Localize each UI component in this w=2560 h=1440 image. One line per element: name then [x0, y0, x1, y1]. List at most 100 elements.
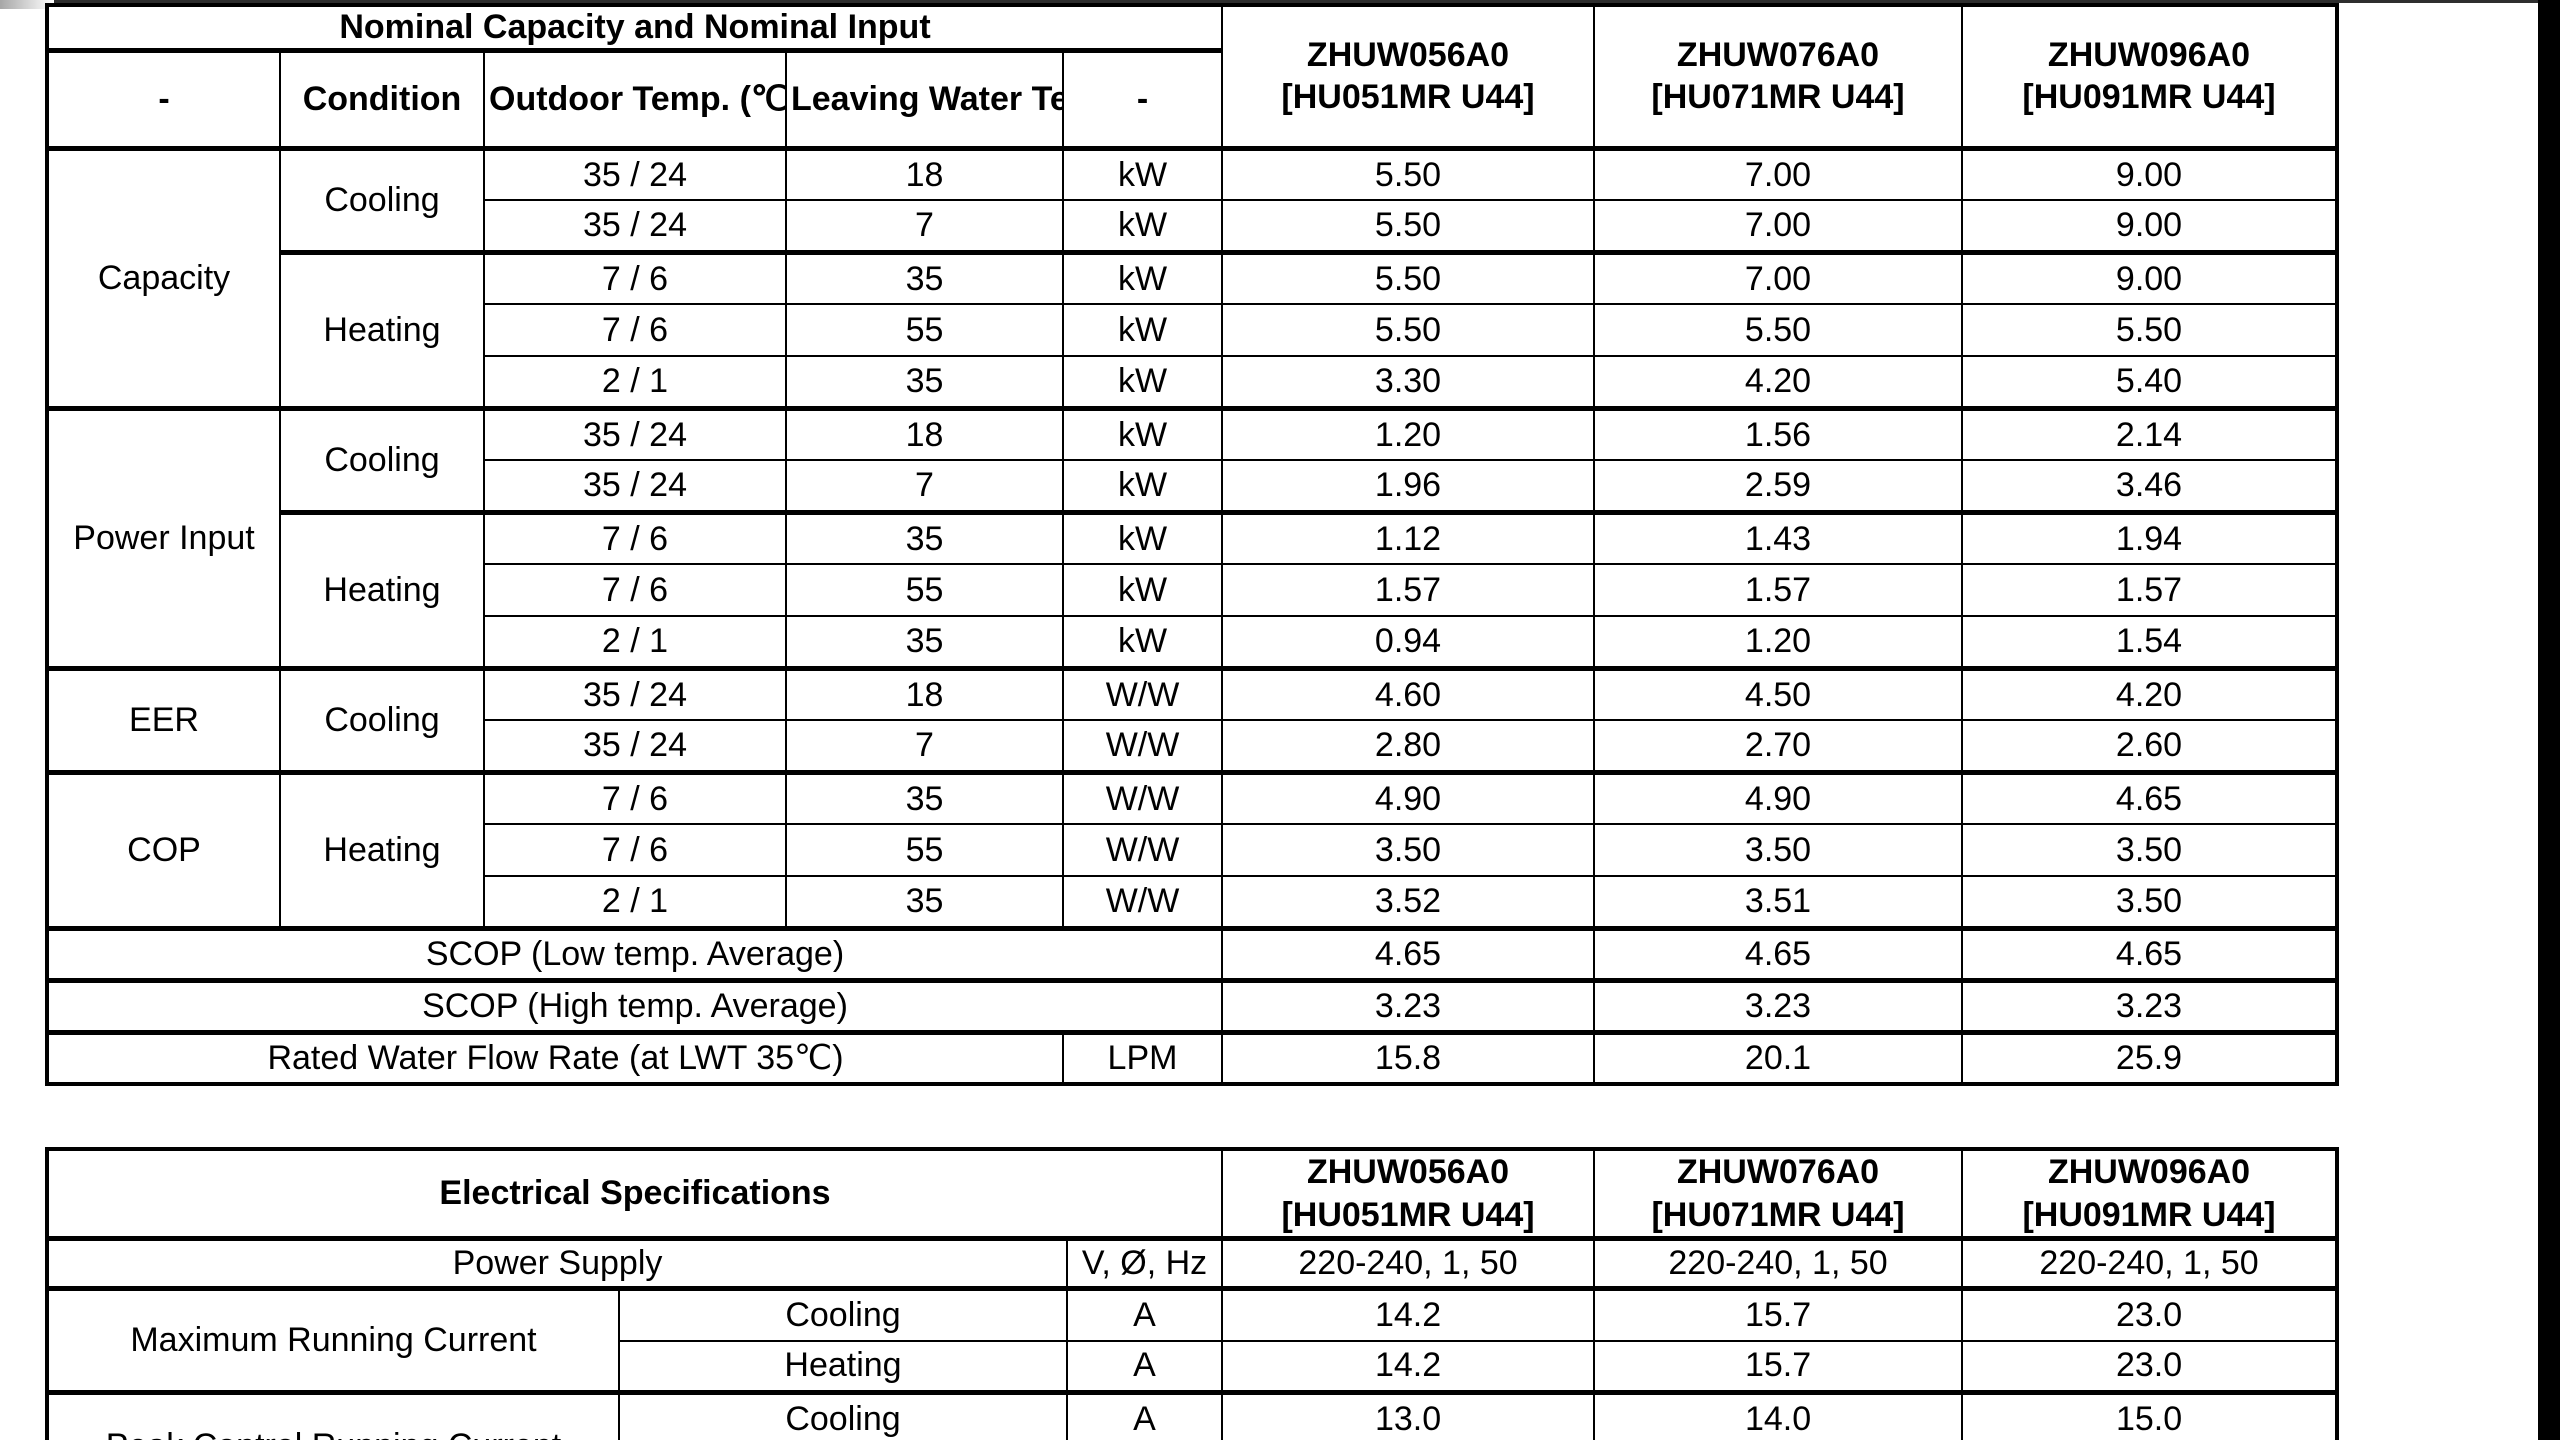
- data-cell: 23.0: [1961, 1286, 2339, 1342]
- data-cell: 4.20: [1961, 665, 2339, 722]
- outdoor-temp-cell: 35 / 24: [483, 665, 787, 722]
- data-cell: 9.00: [1961, 249, 2339, 306]
- data-cell: 14.2: [1221, 1286, 1596, 1342]
- mode-cell: Cooling: [618, 1390, 1068, 1440]
- unit-cell: A: [1065, 1339, 1224, 1394]
- data-cell: 4.65: [1961, 769, 2339, 826]
- outdoor-temp-cell: 35 / 24: [483, 145, 787, 202]
- outdoor-temp-cell: 7 / 6: [483, 249, 787, 306]
- condition-cell: Cooling: [279, 405, 485, 514]
- data-cell: 14.2: [1221, 1339, 1596, 1394]
- unit-cell: A: [1065, 1390, 1224, 1440]
- mode-cell: Cooling: [618, 1286, 1068, 1342]
- col-header-condition: Condition: [279, 47, 485, 150]
- condition-cell: Cooling: [279, 665, 485, 774]
- data-cell: 2.70: [1593, 719, 1964, 774]
- condition-cell: Heating: [279, 509, 485, 670]
- data-cell: 3.50: [1221, 823, 1596, 878]
- data-cell: 2.60: [1961, 719, 2339, 774]
- data-cell: 1.56: [1593, 405, 1964, 462]
- data-cell: 2.80: [1221, 719, 1596, 774]
- data-cell: 7.00: [1593, 145, 1964, 202]
- data-cell: 5.50: [1593, 303, 1964, 358]
- data-cell: 0.94: [1221, 615, 1596, 670]
- data-cell: 4.65: [1221, 925, 1596, 982]
- data-cell: 5.50: [1961, 303, 2339, 358]
- row-label-peak-control-running-current: Peak Control Running Current: [46, 1390, 620, 1440]
- data-cell: 2.59: [1593, 459, 1964, 514]
- section-label-capacity: Capacity: [46, 145, 281, 410]
- unit-cell: W/W: [1061, 769, 1224, 826]
- unit-cell: kW: [1061, 249, 1224, 306]
- data-cell: 4.20: [1593, 355, 1964, 410]
- outdoor-temp-cell: 35 / 24: [483, 719, 787, 774]
- unit-cell: kW: [1061, 459, 1224, 514]
- lwt-cell: 55: [785, 563, 1064, 618]
- model-header-3: ZHUW096A0 [HU091MR U44]: [1961, 1148, 2339, 1240]
- model-name: ZHUW076A0: [1676, 35, 1880, 74]
- model-name: ZHUW056A0: [1306, 35, 1510, 74]
- data-cell: 15.0: [1961, 1390, 2339, 1440]
- section-label-power-input: Power Input: [46, 405, 281, 670]
- data-cell: 13.0: [1221, 1390, 1596, 1440]
- unit-cell: W/W: [1061, 665, 1224, 722]
- lwt-cell: 7: [785, 719, 1064, 774]
- unit-cell: W/W: [1061, 875, 1224, 930]
- data-cell: 3.52: [1221, 875, 1596, 930]
- unit-cell: kW: [1061, 405, 1224, 462]
- lwt-cell: 7: [785, 459, 1064, 514]
- data-cell: 4.60: [1221, 665, 1596, 722]
- model-name: ZHUW076A0: [1676, 1153, 1880, 1191]
- data-cell: 3.50: [1961, 875, 2339, 930]
- unit-cell: W/W: [1061, 719, 1224, 774]
- footer-label-scop-low: SCOP (Low temp. Average): [45, 925, 1224, 982]
- model-name: ZHUW096A0: [2047, 1153, 2251, 1191]
- condition-cell: Heating: [279, 769, 485, 930]
- data-cell: 20.1: [1593, 1029, 1964, 1086]
- lwt-cell: 7: [785, 199, 1064, 254]
- data-cell: 1.43: [1593, 509, 1964, 566]
- data-cell: 1.94: [1961, 509, 2339, 566]
- data-cell: 15.7: [1593, 1286, 1964, 1342]
- top-left-fade: [0, 0, 54, 9]
- lwt-cell: 35: [785, 875, 1064, 930]
- lwt-cell: 35: [785, 769, 1064, 826]
- outdoor-temp-cell: 7 / 6: [483, 563, 787, 618]
- condition-cell: Heating: [279, 249, 485, 410]
- model-code: [HU051MR U44]: [1281, 1195, 1535, 1234]
- unit-cell: V, Ø, Hz: [1065, 1236, 1224, 1290]
- model-header-1: ZHUW056A0 [HU051MR U44]: [1221, 3, 1596, 150]
- model-header-2: ZHUW076A0 [HU071MR U44]: [1593, 1148, 1964, 1240]
- data-cell: 3.23: [1593, 977, 1964, 1034]
- data-cell: 1.20: [1221, 405, 1596, 462]
- lwt-cell: 35: [785, 615, 1064, 670]
- data-cell: 220-240, 1, 50: [1221, 1236, 1596, 1290]
- unit-cell: kW: [1061, 615, 1224, 670]
- data-cell: 5.50: [1221, 303, 1596, 358]
- footer-label-water-flow: Rated Water Flow Rate (at LWT 35℃): [46, 1029, 1064, 1086]
- lwt-cell: 18: [785, 145, 1064, 202]
- unit-cell: W/W: [1061, 823, 1224, 878]
- lwt-cell: 35: [785, 355, 1064, 410]
- data-cell: 220-240, 1, 50: [1593, 1236, 1964, 1290]
- data-cell: 7.00: [1593, 249, 1964, 306]
- table2-title: Electrical Specifications: [45, 1148, 1224, 1240]
- outdoor-temp-cell: 35 / 24: [483, 405, 787, 462]
- unit-cell: kW: [1061, 563, 1224, 618]
- row-label-power-supply: Power Supply: [46, 1236, 1068, 1290]
- electrical-specs-table: Electrical Specifications ZHUW056A0 [HU0…: [45, 1147, 2340, 1440]
- right-edge-strip: [2538, 0, 2560, 1440]
- model-name: ZHUW096A0: [2047, 35, 2251, 74]
- data-cell: 15.7: [1593, 1339, 1964, 1394]
- lwt-cell: 35: [785, 249, 1064, 306]
- section-label-cop: COP: [46, 769, 281, 930]
- footer-label-scop-high: SCOP (High temp. Average): [45, 977, 1224, 1034]
- data-cell: 4.50: [1593, 665, 1964, 722]
- model-header-1: ZHUW056A0 [HU051MR U44]: [1221, 1148, 1596, 1240]
- lwt-cell: 55: [785, 303, 1064, 358]
- section-label-eer: EER: [46, 665, 281, 774]
- col-header-unit-dash: -: [1061, 47, 1224, 150]
- outdoor-temp-cell: 35 / 24: [483, 459, 787, 514]
- model-code: [HU071MR U44]: [1651, 78, 1905, 117]
